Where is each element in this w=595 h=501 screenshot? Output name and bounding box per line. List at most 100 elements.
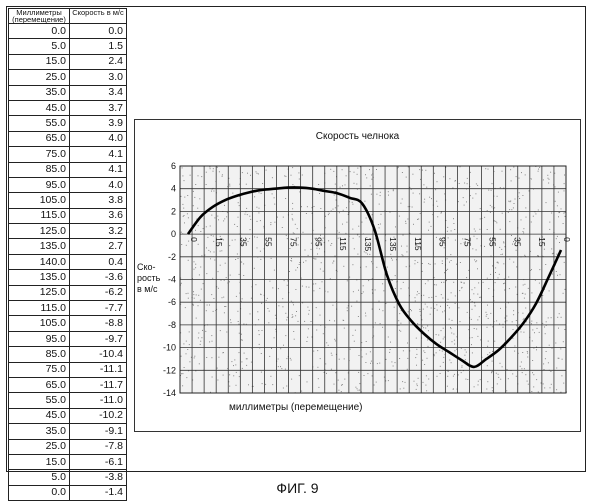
texture-dot xyxy=(301,391,302,392)
texture-dot xyxy=(464,205,465,206)
texture-dot xyxy=(487,210,488,211)
texture-dot xyxy=(296,311,297,312)
texture-dot xyxy=(556,238,557,239)
texture-dot xyxy=(551,384,552,385)
texture-dot xyxy=(527,357,528,358)
texture-dot xyxy=(292,203,293,204)
texture-dot xyxy=(302,175,303,176)
texture-dot xyxy=(465,379,466,380)
texture-dot xyxy=(226,277,227,278)
texture-dot xyxy=(412,207,413,208)
texture-dot xyxy=(555,186,556,187)
texture-dot xyxy=(358,372,359,373)
texture-dot xyxy=(501,249,502,250)
texture-dot xyxy=(219,171,220,172)
texture-dot xyxy=(400,203,401,204)
texture-dot xyxy=(214,252,215,253)
texture-dot xyxy=(415,297,416,298)
texture-dot xyxy=(442,261,443,262)
texture-dot xyxy=(220,330,221,331)
texture-dot xyxy=(501,254,502,255)
texture-dot xyxy=(210,168,211,169)
texture-dot xyxy=(475,261,476,262)
texture-dot xyxy=(206,310,207,311)
texture-dot xyxy=(393,190,394,191)
texture-dot xyxy=(478,384,479,385)
texture-dot xyxy=(452,187,453,188)
texture-dot xyxy=(198,175,199,176)
texture-dot xyxy=(549,222,550,223)
x-tick-label: 115 xyxy=(338,237,348,251)
texture-dot xyxy=(470,195,471,196)
texture-dot xyxy=(333,209,334,210)
texture-dot xyxy=(239,274,240,275)
texture-dot xyxy=(557,317,558,318)
texture-dot xyxy=(353,291,354,292)
texture-dot xyxy=(487,278,488,279)
texture-dot xyxy=(424,202,425,203)
texture-dot xyxy=(511,235,512,236)
texture-dot xyxy=(365,174,366,175)
texture-dot xyxy=(218,219,219,220)
texture-dot xyxy=(206,172,207,173)
texture-dot xyxy=(358,390,359,391)
texture-dot xyxy=(464,355,465,356)
texture-dot xyxy=(366,252,367,253)
texture-dot xyxy=(422,170,423,171)
texture-dot xyxy=(378,224,379,225)
texture-dot xyxy=(224,280,225,281)
texture-dot xyxy=(563,213,564,214)
texture-dot xyxy=(211,215,212,216)
texture-dot xyxy=(292,314,293,315)
texture-dot xyxy=(459,183,460,184)
texture-dot xyxy=(427,306,428,307)
texture-dot xyxy=(419,309,420,310)
texture-dot xyxy=(188,260,189,261)
texture-dot xyxy=(447,227,448,228)
texture-dot xyxy=(254,268,255,269)
texture-dot xyxy=(487,305,488,306)
texture-dot xyxy=(292,317,293,318)
texture-dot xyxy=(338,205,339,206)
texture-dot xyxy=(564,262,565,263)
texture-dot xyxy=(195,267,196,268)
texture-dot xyxy=(218,271,219,272)
texture-dot xyxy=(270,224,271,225)
texture-dot xyxy=(428,230,429,231)
texture-dot xyxy=(198,225,199,226)
texture-dot xyxy=(428,379,429,380)
texture-dot xyxy=(291,379,292,380)
texture-dot xyxy=(194,356,195,357)
texture-dot xyxy=(313,351,314,352)
texture-dot xyxy=(366,177,367,178)
texture-dot xyxy=(447,386,448,387)
texture-dot xyxy=(259,208,260,209)
texture-dot xyxy=(285,335,286,336)
texture-dot xyxy=(334,384,335,385)
texture-dot xyxy=(243,263,244,264)
texture-dot xyxy=(442,311,443,312)
texture-dot xyxy=(295,224,296,225)
texture-dot xyxy=(428,280,429,281)
texture-dot xyxy=(424,199,425,200)
texture-dot xyxy=(470,172,471,173)
texture-dot xyxy=(472,352,473,353)
texture-dot xyxy=(238,202,239,203)
texture-dot xyxy=(266,300,267,301)
texture-dot xyxy=(467,178,468,179)
texture-dot xyxy=(449,178,450,179)
texture-dot xyxy=(523,319,524,320)
texture-dot xyxy=(441,282,442,283)
texture-dot xyxy=(278,305,279,306)
texture-dot xyxy=(395,288,396,289)
texture-dot xyxy=(456,264,457,265)
texture-dot xyxy=(564,190,565,191)
texture-dot xyxy=(217,167,218,168)
texture-dot xyxy=(344,379,345,380)
texture-dot xyxy=(239,333,240,334)
texture-dot xyxy=(370,185,371,186)
texture-dot xyxy=(319,193,320,194)
texture-dot xyxy=(370,363,371,364)
texture-dot xyxy=(210,251,211,252)
texture-dot xyxy=(442,263,443,264)
